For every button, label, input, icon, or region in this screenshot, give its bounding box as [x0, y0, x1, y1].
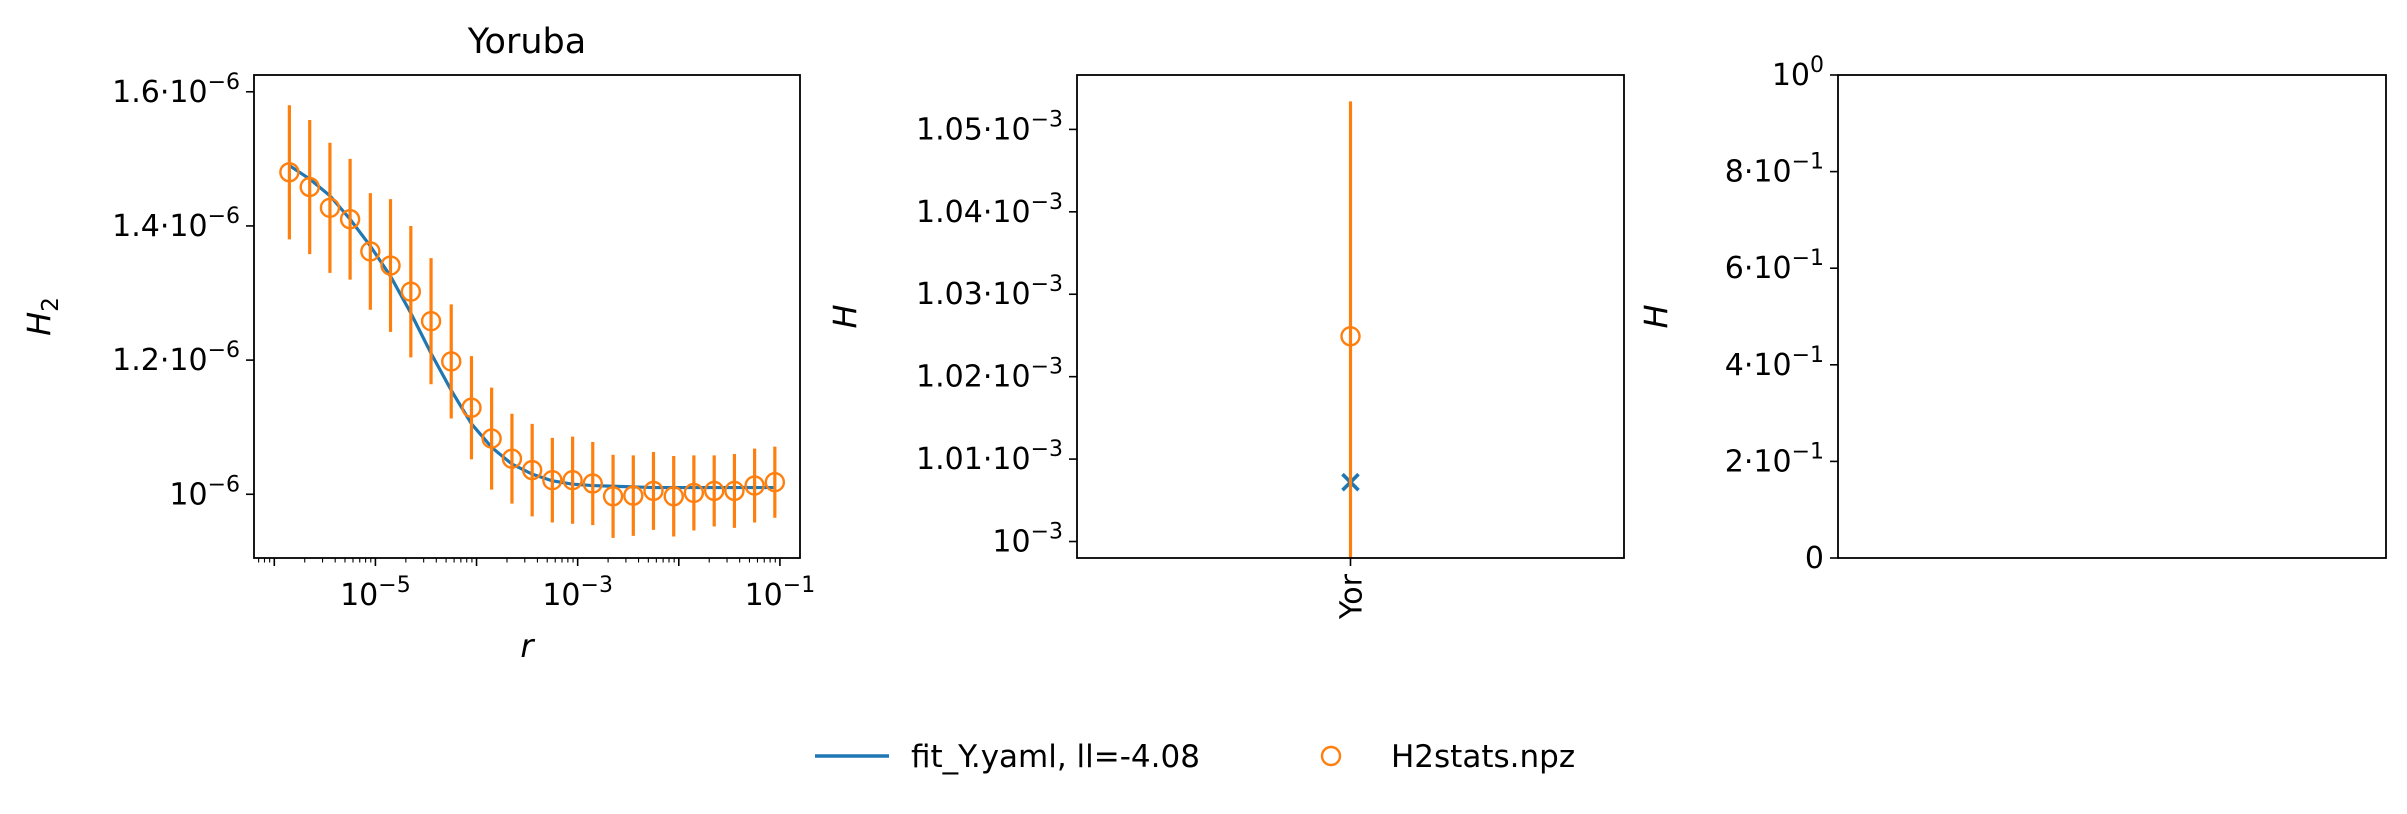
y-tick-label: 1.6·10−6 — [112, 70, 240, 110]
y-tick-label: 1.2·10−6 — [112, 338, 240, 378]
legend: fit_Y.yaml, ll=-4.08 H2stats.npz — [815, 739, 1575, 775]
y-axis-label: H2 — [20, 297, 64, 336]
y-tick-label: 1.05·10−3 — [916, 107, 1063, 147]
data-point — [319, 197, 341, 219]
y-tick-label: 4·10−1 — [1725, 343, 1824, 383]
data-point — [1340, 326, 1361, 347]
data-point — [643, 480, 664, 502]
data-point — [279, 162, 300, 183]
data-point — [461, 397, 482, 418]
y-tick-label: 2·10−1 — [1725, 439, 1824, 479]
data-point — [663, 486, 684, 507]
data-point — [441, 351, 462, 372]
subplot-2: 1.05·10−3 1.04·10−3 1.03·10−3 1.02·10−3 1.01… — [826, 74, 1625, 620]
y-tick-label: 8·10−1 — [1725, 150, 1824, 190]
data-point — [380, 255, 401, 276]
y-tick-label: 6·10−1 — [1725, 246, 1824, 286]
x-tick-label: 10−1 — [745, 573, 816, 613]
subplot-1: 1.6·10−6 1.4·10−6 1.2·10−6 10−6 10−5 10−3 10−1… — [20, 22, 815, 665]
data-point — [299, 176, 320, 198]
x-tick-label: 10−3 — [542, 573, 613, 613]
data-point — [420, 310, 442, 332]
data-point — [542, 469, 563, 491]
y-tick-label: 10−3 — [992, 520, 1063, 560]
x-tick-label: 10−5 — [340, 573, 411, 613]
y-tick-label: 1.4·10−6 — [112, 204, 240, 244]
data-point — [623, 485, 644, 506]
data-point — [481, 428, 502, 449]
legend-circle-swatch — [1320, 745, 1342, 767]
y-tick-label: 100 — [1772, 53, 1824, 93]
data-point — [602, 486, 624, 507]
data-point — [744, 475, 765, 496]
legend-entry-data: H2stats.npz — [1320, 739, 1575, 775]
subplot-3: 100 8·10−1 6·10−1 4·10−1 2·10−1 0 H — [1637, 53, 2387, 576]
data-point — [724, 480, 745, 502]
data-point — [501, 448, 523, 469]
axes-frame — [1837, 74, 2387, 559]
data-point — [400, 281, 422, 302]
data-point — [704, 480, 725, 502]
data-point — [764, 471, 786, 493]
y-tick-label: 1.01·10−3 — [916, 437, 1063, 477]
legend-label: fit_Y.yaml, ll=-4.08 — [911, 739, 1200, 775]
axes-frame — [253, 74, 801, 559]
data-point — [683, 482, 705, 504]
y-tick-label: 1.02·10−3 — [916, 355, 1063, 395]
data-point — [339, 209, 361, 230]
data-point — [582, 473, 603, 494]
y-tick-label: 0 — [1805, 541, 1824, 576]
legend-entry-model: fit_Y.yaml, ll=-4.08 — [815, 739, 1200, 775]
x-axis-label: r — [520, 627, 535, 665]
y-tick-label: 1.03·10−3 — [916, 272, 1063, 312]
legend-label: H2stats.npz — [1391, 739, 1575, 775]
y-axis-label: H — [1637, 304, 1675, 328]
y-tick-label: 10−6 — [169, 472, 240, 512]
data-point — [562, 469, 583, 491]
y-axis-label: H — [826, 304, 864, 328]
data-point — [521, 459, 543, 481]
data-point — [360, 241, 381, 262]
x-category-label: Yor — [1335, 573, 1370, 620]
y-tick-label: 1.04·10−3 — [916, 190, 1063, 230]
subplot-title: Yoruba — [467, 22, 586, 62]
